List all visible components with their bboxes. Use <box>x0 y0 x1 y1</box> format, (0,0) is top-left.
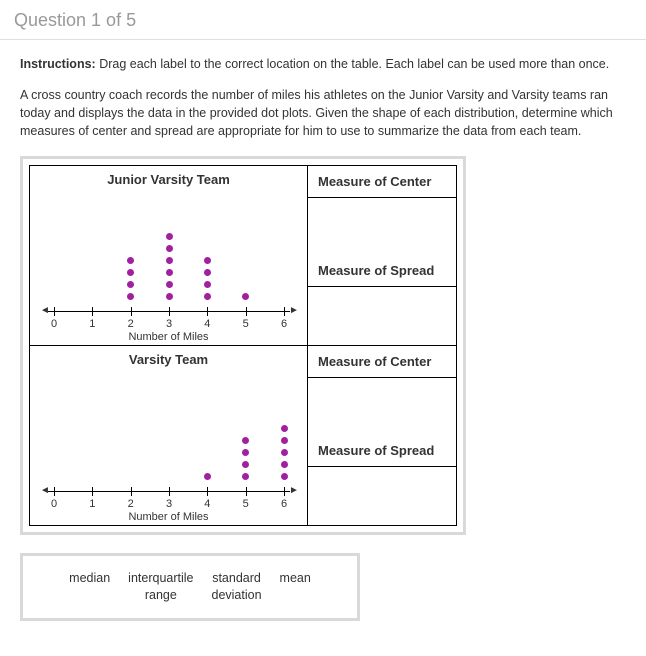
dot <box>166 293 173 300</box>
dot <box>204 281 211 288</box>
dot <box>166 281 173 288</box>
plot-cell-jv: Junior Varsity Team ◄►0123456Number of M… <box>30 166 308 345</box>
dot <box>127 257 134 264</box>
dotplot-v <box>36 373 301 483</box>
plot-title-jv: Junior Varsity Team <box>36 172 301 187</box>
measure-spread-header: Measure of Spread <box>308 255 456 287</box>
right-col-v: Measure of Center Measure of Spread <box>308 346 456 525</box>
page-header: Question 1 of 5 <box>0 0 646 40</box>
dot <box>281 425 288 432</box>
dot <box>242 293 249 300</box>
dot <box>127 281 134 288</box>
instructions-text: Drag each label to the correct location … <box>99 57 609 71</box>
label-iqr[interactable]: interquartilerange <box>128 570 193 604</box>
measure-center-header: Measure of Center <box>308 166 456 198</box>
dot <box>166 257 173 264</box>
label-median[interactable]: median <box>69 570 110 604</box>
plot-title-v: Varsity Team <box>36 352 301 367</box>
label-stddev[interactable]: standarddeviation <box>212 570 262 604</box>
dot <box>166 233 173 240</box>
dot <box>242 449 249 456</box>
table-panel: Junior Varsity Team ◄►0123456Number of M… <box>20 156 466 535</box>
measure-center-header: Measure of Center <box>308 346 456 378</box>
axis-jv: ◄►0123456Number of Miles <box>36 307 301 341</box>
dropzone-v-center[interactable] <box>308 378 456 436</box>
label-mean[interactable]: mean <box>280 570 311 604</box>
dot <box>281 449 288 456</box>
dot <box>204 293 211 300</box>
table-row-v: Varsity Team ◄►0123456Number of Miles Me… <box>30 346 456 525</box>
dot <box>204 473 211 480</box>
dot <box>242 461 249 468</box>
dot <box>281 473 288 480</box>
dotplot-jv <box>36 193 301 303</box>
dot <box>281 437 288 444</box>
dropzone-v-spread[interactable] <box>308 467 456 525</box>
instructions-line: Instructions: Drag each label to the cor… <box>20 56 626 74</box>
dot <box>204 269 211 276</box>
prompt-text: A cross country coach records the number… <box>20 86 626 140</box>
axis-v: ◄►0123456Number of Miles <box>36 487 301 521</box>
instructions-label: Instructions: <box>20 57 96 71</box>
dot <box>127 293 134 300</box>
dot <box>242 473 249 480</box>
labels-panel: median interquartilerange standarddeviat… <box>20 553 360 621</box>
dot <box>166 269 173 276</box>
content: Instructions: Drag each label to the cor… <box>0 40 646 637</box>
table-row-jv: Junior Varsity Team ◄►0123456Number of M… <box>30 166 456 346</box>
measure-spread-header: Measure of Spread <box>308 435 456 467</box>
dot <box>127 269 134 276</box>
dropzone-jv-spread[interactable] <box>308 287 456 345</box>
page-title: Question 1 of 5 <box>14 10 632 31</box>
table: Junior Varsity Team ◄►0123456Number of M… <box>29 165 457 526</box>
right-col-jv: Measure of Center Measure of Spread <box>308 166 456 345</box>
plot-cell-v: Varsity Team ◄►0123456Number of Miles <box>30 346 308 525</box>
dot <box>166 245 173 252</box>
dot <box>281 461 288 468</box>
dot <box>204 257 211 264</box>
dot <box>242 437 249 444</box>
dropzone-jv-center[interactable] <box>308 198 456 256</box>
